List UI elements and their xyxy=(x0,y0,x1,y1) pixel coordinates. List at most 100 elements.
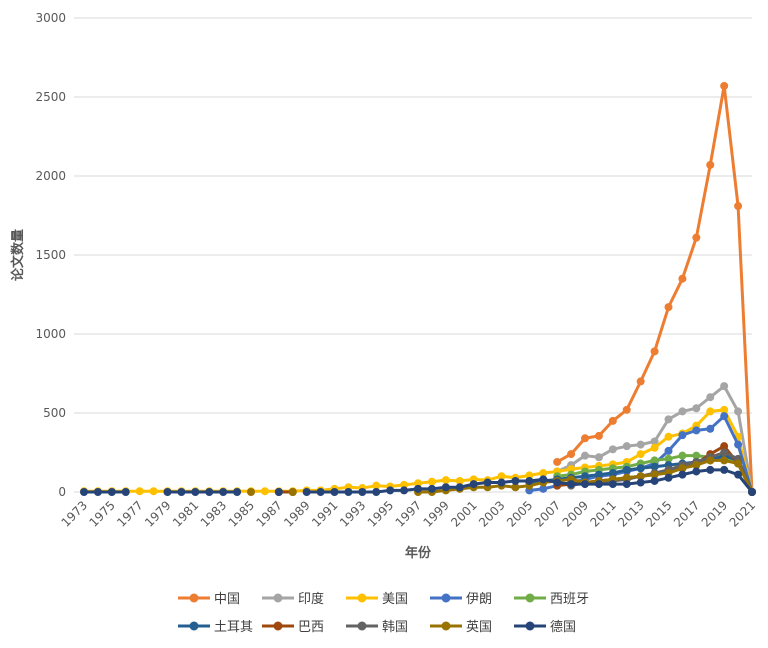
x-tick-label: 2003 xyxy=(476,498,507,529)
data-point xyxy=(720,405,729,414)
x-tick-label: 2017 xyxy=(671,498,702,529)
legend-item: 中国 xyxy=(178,592,240,607)
x-tick-label: 1995 xyxy=(365,498,396,529)
data-point xyxy=(650,347,659,356)
data-point xyxy=(205,488,214,496)
data-point xyxy=(539,469,548,478)
legend-item: 西班牙 xyxy=(514,592,589,607)
data-point xyxy=(581,480,589,489)
data-point xyxy=(386,486,395,495)
x-tick-label: 2007 xyxy=(532,498,563,529)
data-point xyxy=(636,464,645,473)
x-tick-label: 1973 xyxy=(59,498,90,529)
data-point xyxy=(720,442,729,451)
data-point xyxy=(734,470,743,479)
x-tick-label: 2011 xyxy=(587,498,618,529)
data-point xyxy=(636,472,645,481)
legend-item: 印度 xyxy=(262,591,324,607)
series-lines xyxy=(80,81,756,496)
y-tick-label: 1500 xyxy=(35,248,66,262)
data-point xyxy=(734,459,743,468)
x-tick-label: 2009 xyxy=(560,498,591,529)
x-tick-label: 1983 xyxy=(198,498,229,529)
data-point xyxy=(233,488,242,496)
legend-swatch-marker xyxy=(357,621,367,631)
legend-label: 西班牙 xyxy=(550,592,589,607)
data-point xyxy=(191,488,200,496)
data-point xyxy=(511,476,520,485)
data-point xyxy=(636,478,645,487)
legend-label: 土耳其 xyxy=(214,620,253,635)
data-point xyxy=(483,478,492,487)
x-tick-label: 1977 xyxy=(114,498,145,529)
data-point xyxy=(400,480,409,489)
data-point xyxy=(706,456,715,465)
data-point xyxy=(135,487,144,496)
data-point xyxy=(664,303,673,312)
data-point xyxy=(608,445,617,454)
x-tick-label: 1987 xyxy=(253,498,284,529)
legend-label: 巴西 xyxy=(298,620,324,635)
data-point xyxy=(692,467,701,476)
data-point xyxy=(107,488,116,496)
x-tick-label: 1985 xyxy=(226,498,257,529)
y-tick-label: 500 xyxy=(43,406,66,420)
series-line xyxy=(556,84,754,493)
data-point xyxy=(121,488,130,496)
data-point xyxy=(622,442,631,451)
x-tick-label: 1997 xyxy=(393,498,424,529)
data-point xyxy=(567,465,576,474)
x-tick-label: 2013 xyxy=(615,498,646,529)
legend-item: 土耳其 xyxy=(178,620,253,635)
legend-item: 德国 xyxy=(514,620,576,635)
data-point xyxy=(720,456,729,465)
data-point xyxy=(553,457,562,466)
data-point xyxy=(608,469,617,478)
data-point xyxy=(427,484,436,493)
data-point xyxy=(692,426,701,435)
legend-item: 伊朗 xyxy=(430,592,492,607)
data-point xyxy=(330,488,339,496)
legend-swatch-marker xyxy=(525,621,535,631)
data-point xyxy=(650,470,659,479)
legend-swatch-marker xyxy=(525,593,535,603)
x-tick-label: 2001 xyxy=(448,498,479,529)
data-point xyxy=(525,471,534,480)
data-point xyxy=(692,404,701,413)
x-tick-label: 1975 xyxy=(86,498,117,529)
data-point xyxy=(567,480,576,489)
legend-swatch-marker xyxy=(273,593,283,603)
data-point xyxy=(274,488,283,496)
data-point xyxy=(567,450,576,459)
data-point xyxy=(316,488,325,496)
data-point xyxy=(80,488,88,496)
data-point xyxy=(650,456,659,465)
x-tick-label: 1999 xyxy=(420,498,451,529)
data-point xyxy=(720,412,729,421)
data-point xyxy=(455,476,464,485)
data-point xyxy=(469,480,478,489)
data-point xyxy=(511,483,520,492)
data-point xyxy=(497,478,506,487)
data-point xyxy=(539,484,548,493)
data-point xyxy=(594,480,603,489)
data-point xyxy=(678,464,687,473)
legend-item: 韩国 xyxy=(346,620,408,635)
data-point xyxy=(734,202,743,211)
data-point xyxy=(650,443,659,452)
y-tick-label: 2500 xyxy=(35,90,66,104)
data-point xyxy=(400,486,409,495)
data-point xyxy=(344,488,353,496)
legend-swatch-marker xyxy=(441,593,451,603)
data-point xyxy=(692,461,701,470)
data-point xyxy=(358,488,367,496)
data-point xyxy=(288,488,297,496)
data-point xyxy=(622,473,631,482)
data-point xyxy=(706,424,715,433)
data-point xyxy=(720,382,729,391)
data-point xyxy=(678,431,687,440)
data-point xyxy=(664,415,673,424)
data-point xyxy=(247,488,255,496)
legend-swatch-marker xyxy=(273,621,283,631)
data-point xyxy=(650,462,659,471)
